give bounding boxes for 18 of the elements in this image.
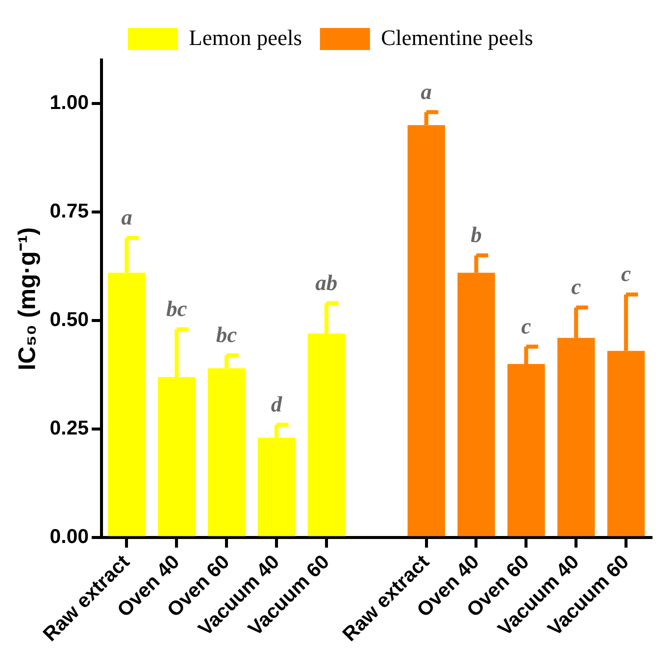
data-label: a xyxy=(420,78,432,104)
data-label: bc xyxy=(216,322,238,347)
legend-label: Lemon peels xyxy=(188,24,302,50)
data-label: a xyxy=(121,204,132,230)
data-label: c xyxy=(521,313,532,338)
data-label: b xyxy=(470,222,482,248)
y-tick-label: 0.25 xyxy=(50,418,89,440)
y-axis-title: IC₅₀ (mg·g⁻¹) xyxy=(14,227,42,370)
y-tick-label: 0.00 xyxy=(50,526,89,548)
data-label: d xyxy=(270,391,283,416)
data-label: c xyxy=(621,261,632,286)
y-tick-label: 1.00 xyxy=(50,92,89,114)
data-label: c xyxy=(571,274,582,300)
data-label: ab xyxy=(315,270,338,295)
y-tick-label: 0.75 xyxy=(50,200,89,222)
data-label: bc xyxy=(166,296,188,321)
legend-label: Clementine peels xyxy=(380,24,534,50)
y-tick-label: 0.50 xyxy=(50,309,89,332)
